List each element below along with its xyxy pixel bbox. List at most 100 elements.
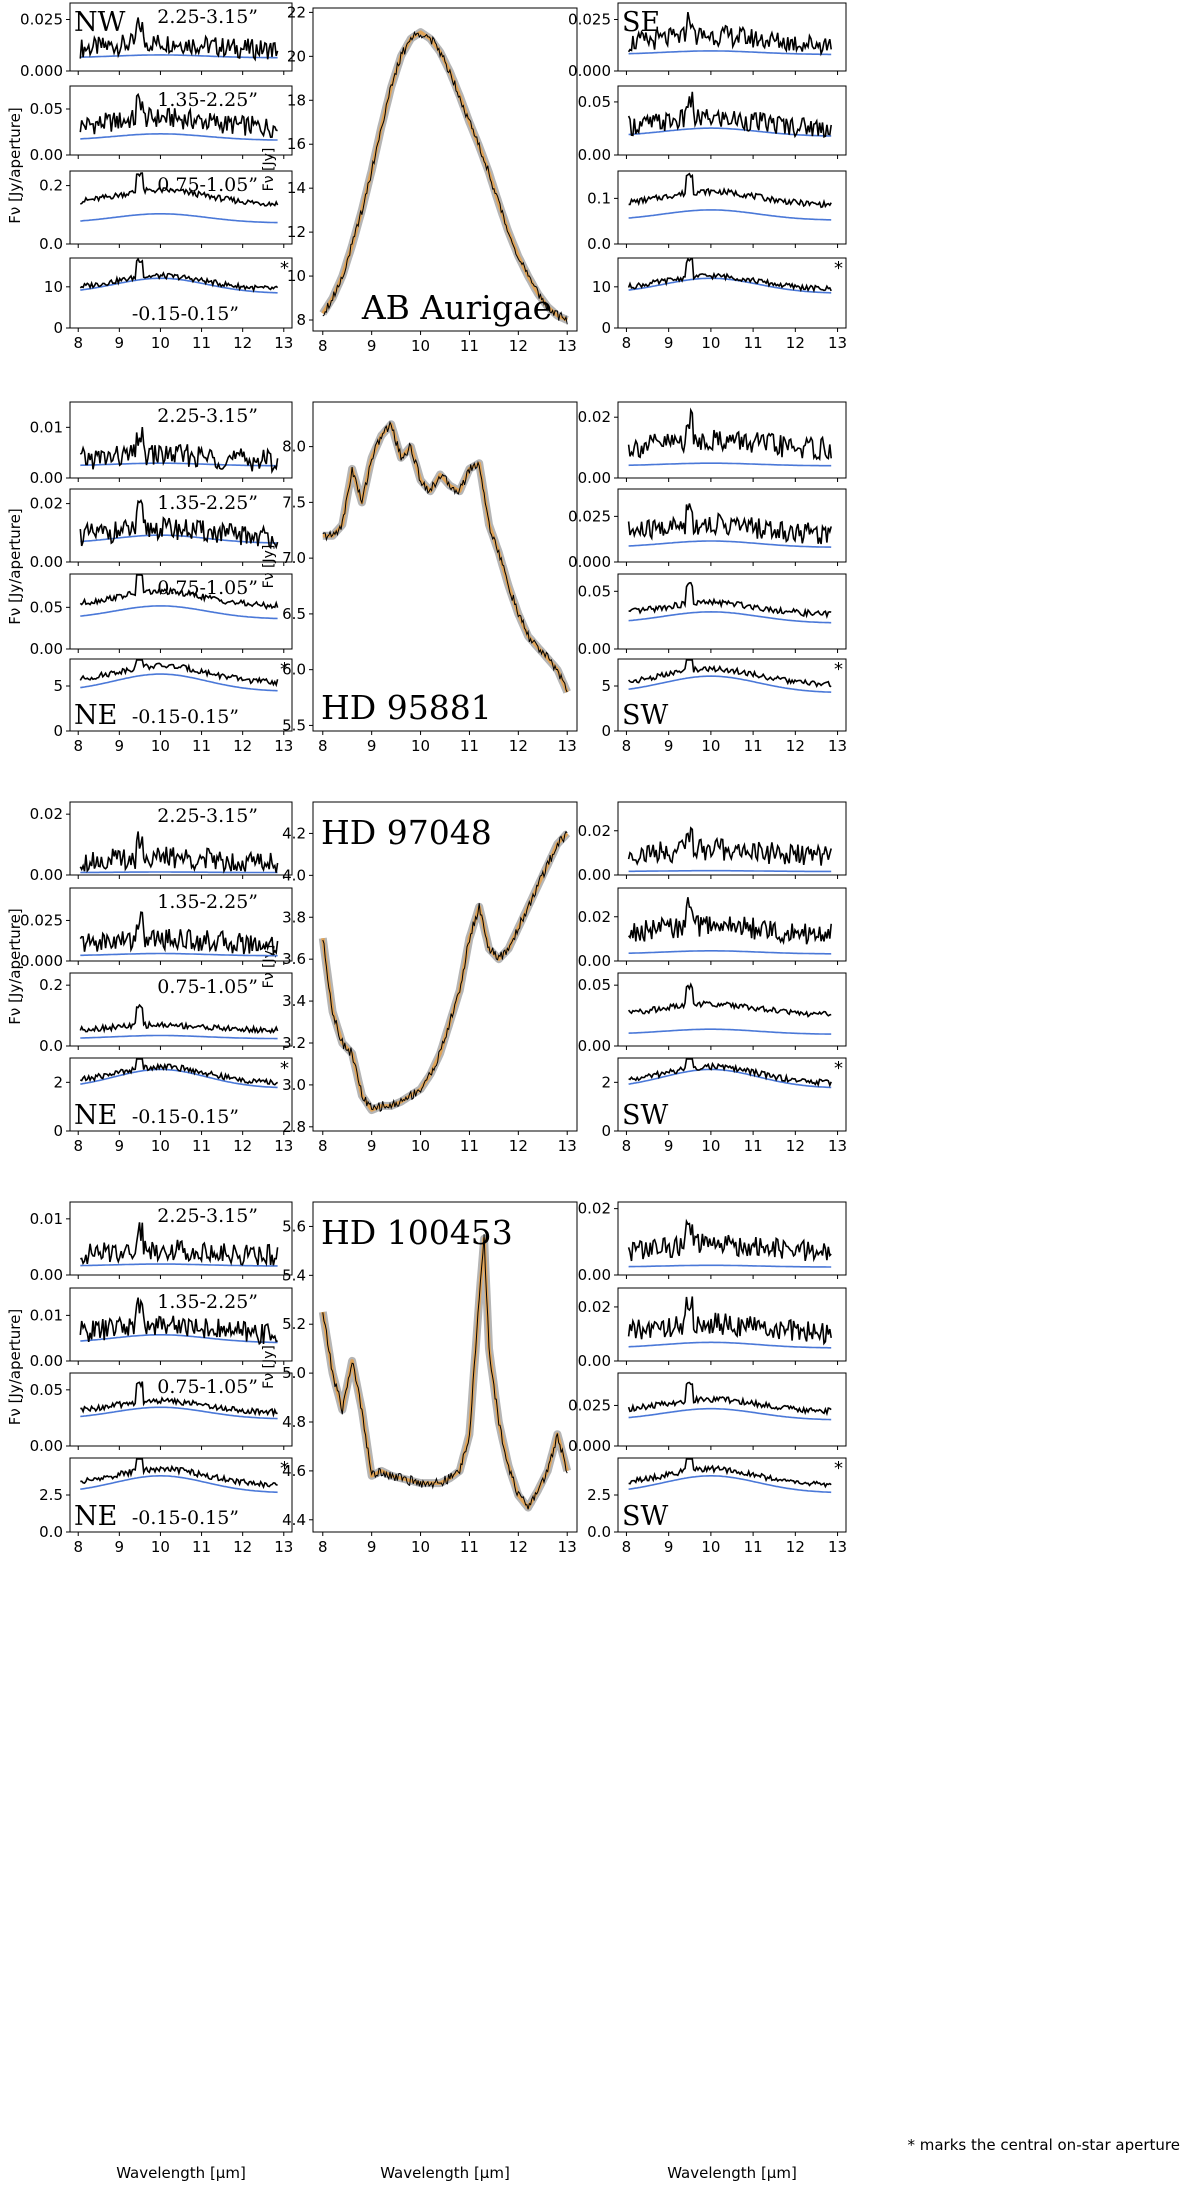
panel-right-2-3-observed-line: [628, 1058, 832, 1088]
panel-right-2-1-observed-line: [627, 897, 832, 946]
panel-right-0-3-model-line: [628, 277, 832, 294]
panel-right-1-2: 0.00 0.05: [578, 573, 847, 658]
panel-right-3-1-observed-line: [627, 1296, 832, 1346]
panel-left-3-2-observed-line: [80, 1381, 278, 1418]
panel-left-3-0-observed-line: [80, 1222, 279, 1267]
center-panel-2-ytick-label-0: 2.8: [282, 1118, 306, 1136]
panel-right-3-3-xtick-label-8: 8: [622, 1538, 632, 1556]
panel-left-2-3-xtick-label-10: 10: [151, 1137, 170, 1155]
panel-right-3-3-xtick-label-9: 9: [664, 1538, 674, 1556]
center-panel-2-ytick-label-3: 3.4: [282, 992, 306, 1010]
center-panel-2-xtick-label-4: 12: [509, 1137, 528, 1155]
panel-right-2-3-xtick-label-12: 12: [786, 1137, 805, 1155]
panel-left-1-3-direction-label: NE: [74, 700, 117, 731]
panel-right-1-3-xtick-label-12: 12: [786, 737, 805, 755]
panel-right-2-3-xtick-label-10: 10: [701, 1137, 720, 1155]
legend-note: * marks the central on-star aperture: [907, 2136, 1180, 2154]
panel-left-0-3-ytick-label-1: 10: [44, 278, 63, 296]
panel-left-1-1-frame: [69, 488, 293, 563]
panel-right-3-3-observed-line: [628, 1458, 832, 1489]
panel-left-2-0-aperture-label: 2.25-3.15”: [157, 805, 258, 827]
panel-left-0-2-observed-line: [80, 172, 279, 207]
panel-right-2-3-xtick-label-13: 13: [828, 1137, 847, 1155]
center-panel-0-ytick-label-3: 14: [287, 179, 306, 197]
center-panel-2-xtick-label-2: 10: [411, 1137, 430, 1155]
center-panel-0-title: AB Aurigae: [361, 288, 552, 327]
panel-right-1-2-model-line: [628, 610, 832, 624]
panel-left-0-1: 0.00 0.05 1.35-2.25”: [30, 85, 293, 164]
panel-left-1-0-ytick-label-1: 0.01: [30, 418, 63, 436]
panel-left-2-2-frame: [69, 972, 293, 1047]
panel-right-0-0-model-line: [628, 50, 832, 56]
panel-right-0-3-xtick-label-13: 13: [828, 334, 847, 352]
panel-left-2-3-star-marker: *: [280, 1058, 289, 1079]
panel-left-3-2-aperture-label: 0.75-1.05”: [157, 1376, 258, 1398]
panel-right-3-0: 0.00 0.02: [578, 1200, 847, 1284]
center-panel-1: 5.5 6.0 6.5 7.0 7.5 8.0 8 9 10 11 12 13 Fν [Jy] HD 95…: [261, 401, 578, 755]
center-panel-1-ytick-label-2: 6.5: [282, 605, 306, 623]
panel-right-1-0-observed-line: [627, 407, 832, 462]
panel-right-0-2-ytick-label-1: 0.1: [587, 189, 611, 207]
center-panel-1-xtick-label-0: 8: [318, 737, 328, 755]
panel-left-0-3-star-marker: *: [280, 258, 289, 279]
panel-right-1-0-ytick-label-0: 0.00: [578, 469, 611, 487]
panel-right-0-2: 0.0 0.1: [587, 170, 847, 253]
center-panel-3-xtick-label-3: 11: [460, 1538, 479, 1556]
panel-left-0-2-model-line: [80, 213, 278, 224]
panel-left-1-3-star-marker: *: [280, 659, 289, 680]
panel-right-1-3: 0 5 8 9 10 11 12 13 SW *: [601, 658, 847, 755]
center-panel-2-xtick-label-3: 11: [460, 1137, 479, 1155]
panel-left-1-1-aperture-label: 1.35-2.25”: [157, 492, 258, 514]
panel-left-2-3-direction-label: NE: [74, 1100, 117, 1131]
panel-left-3-3: 0.0 2.5 8 9 10 11 12 13 -0.15-0.15” NE *: [39, 1457, 293, 1556]
panel-right-0-1-frame: [617, 85, 847, 156]
center-panel-0-xtick-label-1: 9: [367, 337, 377, 355]
panel-right-2-3-xtick-label-11: 11: [744, 1137, 763, 1155]
panel-right-1-0: 0.00 0.02: [578, 401, 847, 487]
panel-right-3-2-model-line: [628, 1407, 832, 1421]
center-panel-0-observed-line: [322, 30, 568, 325]
panel-right-2-2-ytick-label-1: 0.05: [578, 976, 611, 994]
panel-left-1-3-frame: [69, 658, 293, 732]
panel-right-2-3-ytick-label-0: 0: [601, 1122, 611, 1140]
panel-right-0-0: 0.000 0.025 SE: [568, 2, 847, 80]
panel-right-0-0-ytick-label-1: 0.025: [568, 10, 611, 28]
center-panel-3-fit-band: [318, 1234, 572, 1512]
panel-right-0-3-xtick-label-11: 11: [744, 334, 763, 352]
panel-left-3-1-aperture-label: 1.35-2.25”: [157, 1291, 258, 1313]
panel-left-3-2: 0.00 0.05 0.75-1.05”: [30, 1372, 293, 1455]
panel-left-1-1-ytick-label-0: 0.00: [30, 553, 63, 571]
panel-left-3-3-ytick-label-1: 2.5: [39, 1486, 63, 1504]
panel-right-3-1-model-line: [628, 1341, 832, 1349]
center-panel-3-ytick-label-4: 5.2: [282, 1315, 306, 1333]
panel-left-1-3-ytick-label-1: 5: [53, 677, 63, 695]
center-panel-3-frame: [312, 1201, 578, 1533]
panel-right-1-0-ytick-label-1: 0.02: [578, 408, 611, 426]
panel-right-0-3-xtick-label-8: 8: [622, 334, 632, 352]
panel-left-3-1-model-line: [80, 1334, 278, 1344]
panel-left-3-3-star-marker: *: [280, 1458, 289, 1479]
panel-right-2-3-model-line: [628, 1068, 832, 1089]
panel-left-1-1-ytick-label-1: 0.02: [30, 495, 63, 513]
panel-left-0-3-xtick-label-10: 10: [151, 334, 170, 352]
panel-left-1-0-frame: [69, 401, 293, 479]
panel-right-1-1-ytick-label-0: 0.000: [568, 553, 611, 571]
panel-left-1-3-ytick-label-0: 0: [53, 722, 63, 740]
center-panel-2-ytick-label-7: 4.2: [282, 824, 306, 842]
panel-left-3-3-direction-label: NE: [74, 1501, 117, 1532]
panel-left-0-2-ytick-label-0: 0.0: [39, 235, 63, 253]
panel-left-3-0-model-line: [80, 1263, 278, 1267]
center-panel-3-ytick-label-0: 4.4: [282, 1511, 306, 1529]
panel-left-1-1-observed-line: [79, 499, 279, 550]
panel-left-2-3-ytick-label-1: 2: [53, 1073, 63, 1091]
panel-left-1-2-frame: [69, 573, 293, 650]
panel-left-1-0-observed-line: [79, 427, 279, 475]
center-panel-3-xtick-label-1: 9: [367, 1538, 377, 1556]
panel-right-2-0-observed-line: [627, 826, 832, 866]
panel-left-0-0-ytick-label-0: 0.000: [20, 62, 63, 80]
panel-right-1-3-model-line: [628, 675, 832, 693]
panel-left-2-0-model-line: [80, 871, 278, 874]
panel-right-2-3-star-marker: *: [834, 1058, 843, 1079]
panel-left-1-2-aperture-label: 0.75-1.05”: [157, 577, 258, 599]
